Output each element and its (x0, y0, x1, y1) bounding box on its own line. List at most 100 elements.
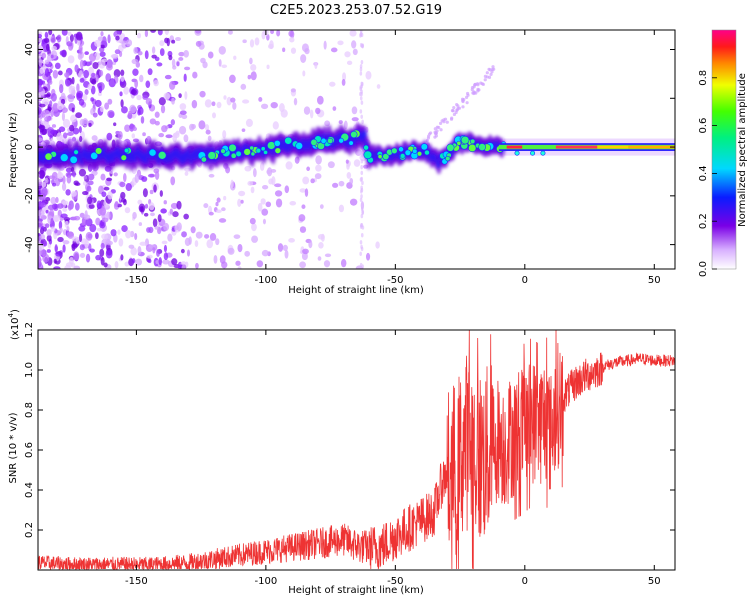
spectrogram-speckle (74, 202, 80, 211)
spectrogram-speckle (66, 226, 70, 232)
spectrogram-speckle (137, 246, 142, 255)
spectrogram-speckle (360, 32, 364, 38)
spectrogram-speckle (361, 264, 365, 269)
spectrogram-speckle (452, 106, 456, 110)
spectrogram-speckle (44, 59, 50, 65)
spectrogram-speckle (73, 251, 80, 261)
spectrogram-speckle (165, 134, 173, 139)
spectrogram-speckle (203, 203, 209, 209)
spectrogram-speckle (176, 61, 180, 67)
spectrogram-speckle (84, 239, 89, 249)
spectrogram-speckle (213, 254, 218, 264)
spectrogram-speckle (38, 243, 45, 251)
spectrogram-speckle (121, 106, 128, 114)
spectrogram-speckle (180, 248, 185, 254)
spectrogram-speckle (355, 149, 362, 157)
spectrogram-speckle (97, 36, 104, 42)
colorbar-tick-label: 0.2 (698, 213, 709, 229)
ridge-blob (310, 138, 318, 146)
snr-y-ticks: 0.2 0.4 0.6 0.8 1.0 1.2 (24, 322, 675, 538)
spectrogram-speckle (83, 214, 91, 220)
snr-y-scale-base: (x10 (10, 317, 21, 340)
spectrogram-speckle (70, 114, 78, 123)
spectrogram-speckle (361, 153, 364, 158)
spectrogram-speckle (114, 261, 119, 269)
spectrogram-speckle (50, 54, 54, 59)
spectrogram-speckle (142, 132, 146, 137)
spectrogram-speckle (75, 31, 83, 41)
spectrogram-speckle (38, 78, 44, 86)
spectrogram-speckle (160, 208, 167, 214)
x-tick-label: -50 (387, 576, 403, 587)
ridge-blob (235, 150, 242, 157)
spectrogram-speckle (289, 200, 297, 206)
spectrogram-speckle (360, 170, 364, 176)
spectrogram-speckle (435, 129, 439, 133)
spectrogram-speckle (98, 85, 103, 94)
y-tick-label: -40 (24, 236, 35, 252)
spectrogram-speckle (43, 240, 48, 247)
spectrogram-speckle (345, 159, 349, 164)
spectrogram-speckle (148, 202, 155, 211)
spectrogram-speckle (137, 199, 143, 205)
spectrogram-speckle (181, 231, 187, 238)
spectrogram-x-label: Height of straight line (km) (288, 285, 424, 296)
spectrogram-speckle (442, 118, 446, 122)
y-tick-label: 0.8 (24, 402, 35, 418)
spectrogram-speckle (57, 70, 63, 76)
spectrogram-speckle (268, 178, 274, 185)
spectrogram-speckle (244, 250, 251, 257)
ridge-blob (200, 156, 207, 163)
ridge-blob (327, 137, 334, 144)
x-tick-label: -100 (255, 275, 278, 286)
spectrogram-speckle (89, 60, 93, 65)
spectrogram-speckle (280, 109, 288, 118)
spectrogram-speckle (49, 138, 54, 145)
spectrogram-speckle (483, 78, 487, 82)
ridge-blob (514, 150, 520, 156)
spectrogram-speckle (91, 135, 98, 141)
spectrogram-speckle (163, 222, 170, 231)
spectrogram-speckle (184, 91, 188, 100)
spectrogram-speckle (146, 227, 151, 233)
spectrogram-speckle (219, 255, 226, 264)
spectrogram-speckle (76, 92, 83, 101)
spectrogram-speckle (211, 101, 216, 107)
spectrogram-speckle (94, 39, 102, 48)
spectrogram-speckle (204, 234, 210, 239)
spectrogram-speckle (71, 243, 78, 249)
spectrogram-speckle (73, 265, 81, 269)
spectrogram-speckle (154, 120, 160, 126)
spectrogram-speckle (208, 211, 214, 216)
spectrogram-speckle (104, 102, 110, 110)
ridge-blob (220, 148, 226, 154)
spectrogram-speckle (237, 198, 242, 207)
spectrogram-speckle (299, 226, 307, 233)
spectrogram-speckle (77, 72, 82, 78)
ridge-blob (255, 147, 262, 154)
spectrogram-speckle (260, 103, 269, 110)
spectrogram-speckle (79, 233, 83, 243)
spectrogram-speckle (124, 207, 131, 214)
spectrogram-speckle (145, 98, 153, 106)
spectrogram-speckle (450, 109, 455, 113)
spectrogram-speckle (62, 118, 71, 128)
spectrogram-speckle (289, 37, 295, 43)
spectrogram-speckle (256, 260, 264, 268)
spectrogram-speckle (252, 168, 257, 178)
spectrogram-speckle (59, 227, 63, 233)
spectrogram-speckle (250, 71, 257, 81)
spectrogram-speckle (230, 179, 234, 189)
spectrogram-speckle (95, 217, 101, 226)
spectrogram-speckle (45, 209, 49, 214)
spectrogram-x-ticks: -150 -100 -50 0 50 (125, 30, 661, 286)
spectrogram-speckle (162, 259, 170, 265)
spectrogram-speckle (79, 59, 84, 69)
spectrogram-speckle (53, 109, 60, 117)
spectrogram-speckle (107, 110, 115, 119)
spectrogram-speckle (86, 185, 92, 192)
spectrogram-speckle (179, 103, 187, 111)
spectrogram-speckle (474, 91, 478, 95)
spectrogram-speckle (285, 161, 293, 170)
spectrogram-speckle (106, 132, 113, 141)
